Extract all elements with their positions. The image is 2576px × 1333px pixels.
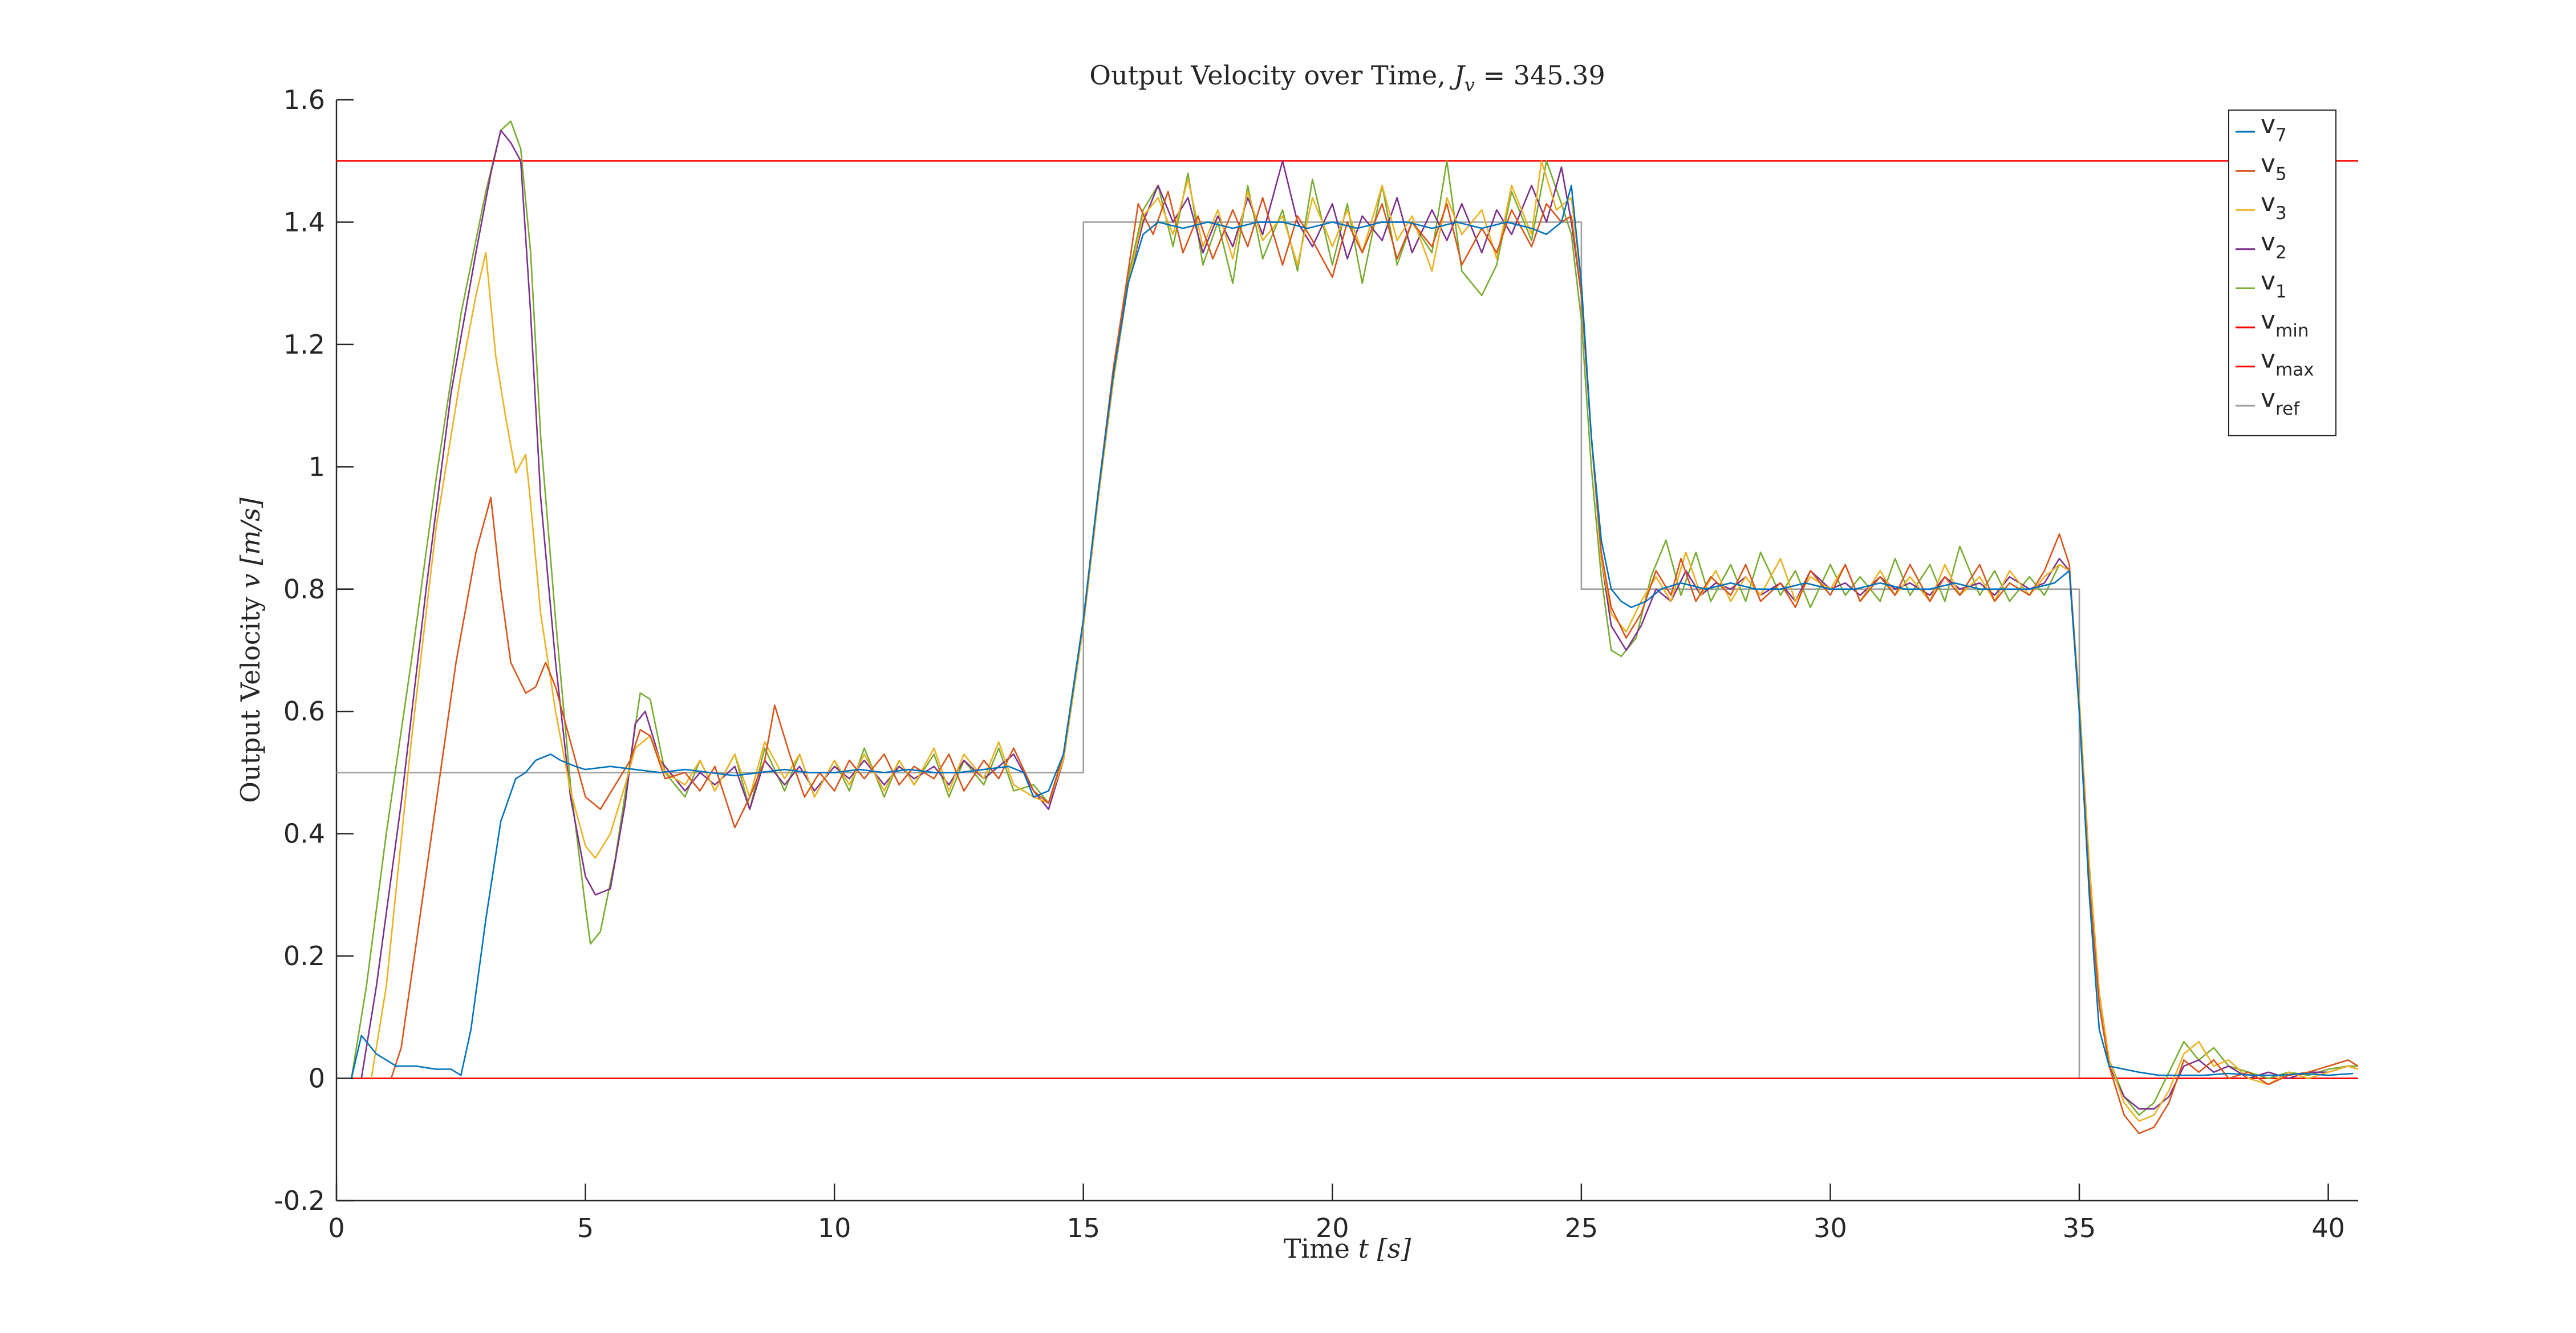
series-group (336, 120, 2358, 1135)
legend-label-v-7: v7 (2261, 110, 2287, 145)
y-tick-label: 1.4 (283, 206, 325, 237)
plot-background (336, 100, 2358, 1201)
y-tick-label: 1.2 (283, 329, 325, 360)
y-tick-label: 0.4 (283, 819, 325, 849)
x-tick-label: 35 (2063, 1213, 2096, 1243)
chart-title: Output Velocity over Time, Jv = 345.39 (1089, 60, 1605, 96)
x-tick-label: 10 (818, 1213, 851, 1243)
legend-label-v-min: vmin (2261, 306, 2309, 341)
ticks-layer: 0 5 10 15 20 25 30 35 40-0.200.20.40.60.811.21.4… (274, 84, 2345, 1243)
x-tick-label: 15 (1066, 1213, 1100, 1243)
y-axis-label: Output Velocity v [m/s] (235, 497, 266, 803)
y-tick-label: 1.6 (283, 84, 325, 115)
x-tick-label: 5 (577, 1213, 594, 1243)
series-line-v-5 (390, 191, 2358, 1135)
x-axis-label: Time t [s] (1284, 1233, 1411, 1264)
y-tick-label: 0.2 (283, 941, 325, 971)
legend-label-v-max: vmax (2261, 345, 2314, 380)
y-tick-label: 0.8 (283, 574, 325, 605)
series-layer (336, 120, 2358, 1135)
y-tick-label: 0.6 (283, 696, 325, 727)
x-tick-label: 40 (2311, 1213, 2345, 1243)
series-line-v-ref (336, 221, 2358, 1079)
y-tick-label: -0.2 (274, 1185, 325, 1216)
series-line-v-7 (350, 184, 2354, 1079)
x-tick-label: 30 (1814, 1213, 1847, 1243)
legend-label-v-3: v3 (2261, 188, 2287, 224)
plot-area (335, 100, 2358, 1202)
legend-label-v-ref: vref (2261, 384, 2300, 419)
y-tick-label: 1 (309, 451, 325, 482)
legend-box (2228, 110, 2336, 436)
series-line-v-3 (370, 160, 2358, 1122)
y-tick-label: 0 (309, 1063, 325, 1094)
legend-label-v-5: v5 (2261, 149, 2287, 185)
x-tick-label: 0 (328, 1213, 344, 1243)
series-line-v-2 (360, 129, 2358, 1110)
legend-label-v-2: v2 (2261, 228, 2287, 263)
x-tick-label: 25 (1565, 1213, 1599, 1243)
legend-label-v-1: v1 (2261, 266, 2287, 302)
x-tick-label: 20 (1316, 1213, 1349, 1243)
